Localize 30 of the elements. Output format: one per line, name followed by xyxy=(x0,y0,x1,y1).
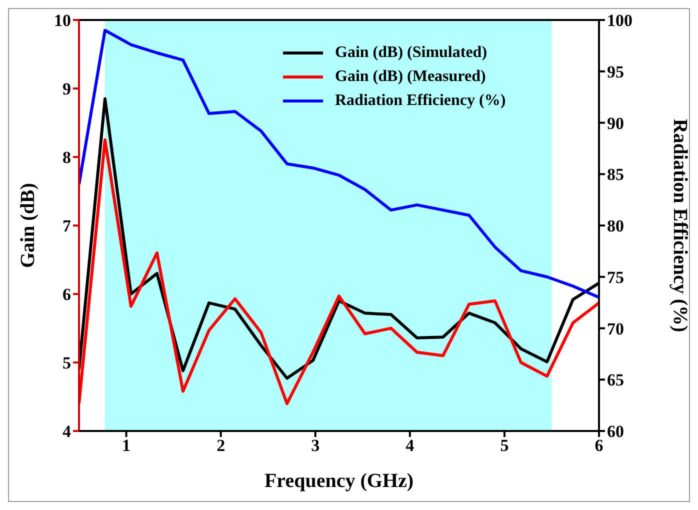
legend-label: Gain (dB) (Simulated) xyxy=(335,44,488,62)
y-tick-label: 10 xyxy=(54,11,71,30)
x-tick-label: 3 xyxy=(311,436,320,456)
y-tick-label: 5 xyxy=(62,354,71,373)
y-axis-title: Gain (dB) xyxy=(17,182,40,268)
y2-tick-label: 70 xyxy=(607,319,624,338)
y2-tick-label: 65 xyxy=(607,370,624,390)
y-tick-label: 9 xyxy=(62,80,71,99)
y2-tick-label: 90 xyxy=(607,114,624,133)
line-series xyxy=(79,28,599,299)
y-tick-label: 7 xyxy=(62,216,72,236)
y-tick-label: 8 xyxy=(62,148,71,168)
y2-tick-label: 95 xyxy=(607,62,624,82)
legend-label: Radiation Efficiency (%) xyxy=(335,92,506,110)
y2-tick-label: 60 xyxy=(607,422,624,442)
legend-label: Gain (dB) (Measured) xyxy=(335,68,486,86)
line-series xyxy=(79,138,599,406)
y2-tick-label: 80 xyxy=(607,216,624,236)
y2-tick-label: 75 xyxy=(607,268,624,287)
y2-axis-title: Radiation Efficiency (%) xyxy=(668,118,691,332)
x-axis-title: Frequency (GHz) xyxy=(264,470,414,492)
y-tick-label: 6 xyxy=(62,285,71,304)
x-tick-label: 4 xyxy=(406,436,415,456)
x-tick-label: 6 xyxy=(594,436,604,456)
x-tick-label: 1 xyxy=(122,436,131,456)
y2-tick-label: 100 xyxy=(607,11,632,30)
y-tick-label: 4 xyxy=(62,422,72,442)
x-tick-label: 2 xyxy=(216,436,226,456)
x-tick-label: 5 xyxy=(500,436,509,456)
y2-tick-label: 85 xyxy=(607,165,624,184)
